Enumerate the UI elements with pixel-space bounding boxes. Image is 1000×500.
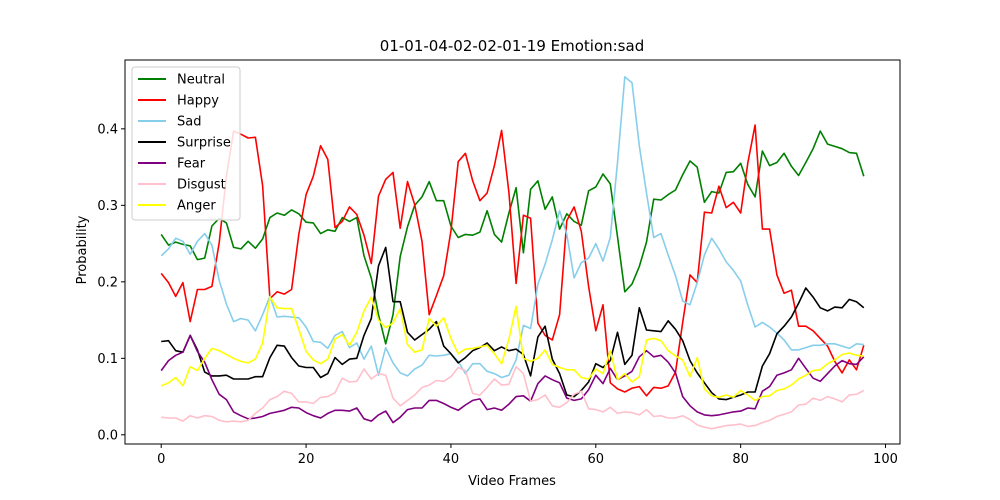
- legend-label-disgust: Disgust: [177, 178, 226, 193]
- x-axis-label: Video Frames: [468, 474, 556, 489]
- series-line-sad: [160, 76, 864, 379]
- series-line-happy: [160, 124, 865, 397]
- y-tick-label: 0.1: [97, 352, 118, 367]
- legend-label-sad: Sad: [177, 115, 201, 130]
- y-axis-label: Probability: [75, 215, 90, 284]
- y-tick-label: 0.4: [97, 122, 118, 137]
- y-tick-label: 0.0: [97, 428, 118, 443]
- axis-ticks: 0 20 40 60 80 100 0.0 0.1 0.2 0.3 0.4: [97, 122, 898, 467]
- x-tick-label: 20: [298, 452, 315, 467]
- x-tick-label: 0: [157, 452, 165, 467]
- legend-label-happy: Happy: [177, 94, 219, 109]
- x-tick-label: 40: [443, 452, 460, 467]
- plot-area: [124, 59, 901, 445]
- series-line-surprise: [161, 246, 865, 401]
- x-tick-label: 100: [873, 452, 898, 467]
- y-tick-label: 0.2: [97, 275, 118, 290]
- axes-frame: [124, 59, 901, 445]
- series-line-anger: [160, 296, 864, 402]
- legend-box: [131, 66, 241, 221]
- x-tick-label: 60: [588, 452, 605, 467]
- legend-label-surprise: Surprise: [177, 136, 231, 151]
- y-tick-label: 0.3: [97, 199, 118, 214]
- legend-label-anger: Anger: [177, 199, 216, 214]
- series-line-disgust: [161, 365, 865, 430]
- x-tick-label: 80: [732, 452, 749, 467]
- chart-title: 01-01-04-02-02-01-19 Emotion:sad: [380, 37, 644, 55]
- series-line-neutral: [160, 130, 865, 345]
- legend: Neutral Happy Sad Surprise Fear Disgust Anger: [131, 66, 241, 221]
- legend-label-fear: Fear: [177, 157, 206, 172]
- series-line-fear: [160, 334, 865, 424]
- legend-label-neutral: Neutral: [177, 73, 225, 88]
